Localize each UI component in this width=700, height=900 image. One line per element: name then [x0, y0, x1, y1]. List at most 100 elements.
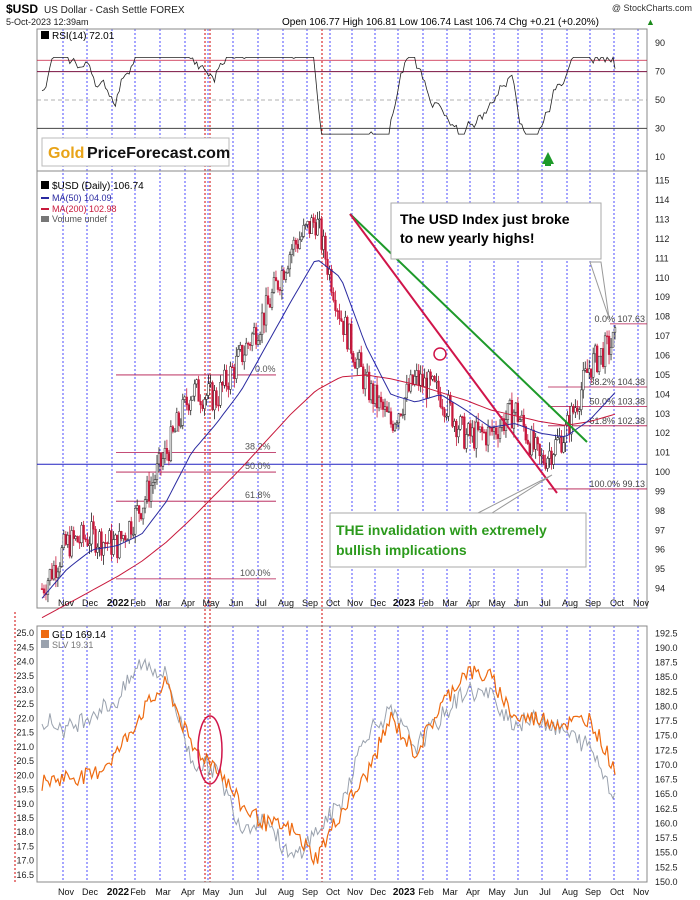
candle-body — [167, 453, 171, 461]
candle-body — [132, 533, 135, 536]
candle-body — [96, 546, 99, 553]
bottom-panel-frame — [36, 625, 648, 883]
candle-body — [252, 327, 256, 335]
gld-line — [41, 665, 616, 866]
candle-body — [288, 254, 291, 270]
candle-body — [314, 222, 317, 236]
candle-body — [80, 524, 83, 543]
candle-body — [203, 399, 206, 409]
left-tick-label: 25.0 — [16, 628, 34, 638]
x-tick-label-bottom: Dec — [370, 887, 387, 897]
candle-body — [306, 221, 309, 225]
bottom-legend: GLD 169.14 SLV 19.31 — [41, 630, 106, 650]
x-tick-label-bottom: 2023 — [393, 887, 416, 898]
candle-body — [393, 423, 397, 431]
candle-body — [211, 382, 214, 411]
fib-left-label: 0.0% — [255, 364, 276, 374]
candle-body — [475, 421, 478, 449]
left-tick-label: 18.5 — [16, 813, 34, 823]
candle-body — [599, 348, 603, 357]
candle-body — [389, 411, 393, 425]
price-tick-label: 99 — [655, 486, 665, 496]
x-tick-label-bottom: May — [488, 887, 506, 897]
candle-body — [243, 354, 246, 363]
price-tick-label: 100 — [655, 467, 670, 477]
candle-body — [375, 384, 379, 409]
candle-body — [417, 370, 420, 386]
x-tick-label: 2022 — [107, 598, 130, 609]
fib-left-label: 61.8% — [245, 490, 271, 500]
x-tick-label-bottom: Nov — [58, 887, 75, 897]
candle-body — [110, 530, 113, 555]
candle-body — [492, 427, 496, 432]
candle-body — [356, 358, 359, 369]
x-tick-label-bottom: Dec — [82, 887, 99, 897]
left-tick-label: 23.0 — [16, 685, 34, 695]
candle-body — [514, 402, 518, 413]
candle-body — [556, 437, 559, 440]
candle-body — [100, 531, 103, 556]
candle-body — [300, 236, 303, 241]
candle-body — [522, 414, 525, 427]
candle-body — [435, 380, 438, 383]
bottom-y-axes: 25.0 24.5 24.0 23.5 23.0 22.5 22.0 21.5 21.0 20.5… — [16, 628, 677, 887]
candle-body — [346, 316, 349, 350]
candle-body — [316, 219, 319, 236]
candle-body — [560, 435, 563, 453]
annotation-top-pointer — [589, 261, 610, 319]
candle-body — [516, 402, 519, 422]
x-tick-label-bottom: Jul — [255, 887, 267, 897]
candle-body — [463, 416, 466, 449]
candle-body — [506, 403, 510, 420]
x-tick-label-bottom: 2022 — [107, 887, 130, 898]
candle-body — [411, 374, 414, 385]
candle-body — [512, 411, 516, 429]
candle-body — [330, 268, 333, 293]
price-tick-label: 115 — [655, 176, 669, 186]
price-legend: $USD (Daily) 106.74 MA(50) 104.09 MA(200… — [41, 181, 144, 224]
candle-body — [78, 541, 81, 544]
x-tick-label: Aug — [562, 598, 578, 608]
symbol-name: US Dollar - Cash Settle FOREX — [44, 5, 185, 16]
legend-gld: GLD 169.14 — [52, 630, 106, 641]
candle-body — [147, 480, 151, 502]
candle-body — [308, 221, 311, 234]
left-tick-label: 17.5 — [16, 841, 34, 851]
candle-body — [360, 352, 363, 368]
candle-body — [187, 404, 190, 411]
watermark: @ StockCharts.com — [612, 3, 692, 13]
x-tick-label-bottom: Jun — [229, 887, 244, 897]
highlight-circle-top — [433, 347, 447, 361]
candle-body — [580, 389, 583, 410]
candle-body — [94, 528, 97, 553]
candle-body — [86, 539, 89, 546]
candle-body — [354, 361, 357, 369]
candle-body — [46, 580, 50, 595]
x-tick-label-bottom: Jun — [514, 887, 529, 897]
candle-body — [173, 430, 176, 433]
candle-body — [429, 371, 432, 380]
candle-body — [239, 344, 242, 350]
candle-body — [423, 377, 426, 387]
slv-line — [41, 657, 616, 859]
candle-body — [338, 310, 341, 319]
price-tick-label: 102 — [655, 428, 670, 438]
candle-body — [213, 390, 216, 411]
candle-body — [524, 426, 527, 441]
fib-right-label: 100.0% 99.13 — [589, 479, 645, 489]
candle-body — [320, 218, 323, 250]
candle-body — [526, 439, 529, 444]
candle-body — [247, 342, 250, 345]
x-tick-label: Dec — [82, 598, 99, 608]
candle-body — [235, 355, 238, 379]
candle-body — [209, 382, 212, 385]
candle-body — [588, 368, 591, 373]
price-y-axis: 115 114 113 112 111 110 109 108 107 106 105 104 103 1… — [655, 176, 670, 594]
candle-body — [294, 239, 297, 245]
right-tick-label: 177.5 — [655, 716, 678, 726]
candle-body — [88, 543, 91, 546]
candle-body — [451, 402, 454, 427]
fib-left-label: 38.2% — [245, 442, 271, 452]
candle-body — [90, 521, 93, 545]
candle-body — [163, 448, 167, 459]
